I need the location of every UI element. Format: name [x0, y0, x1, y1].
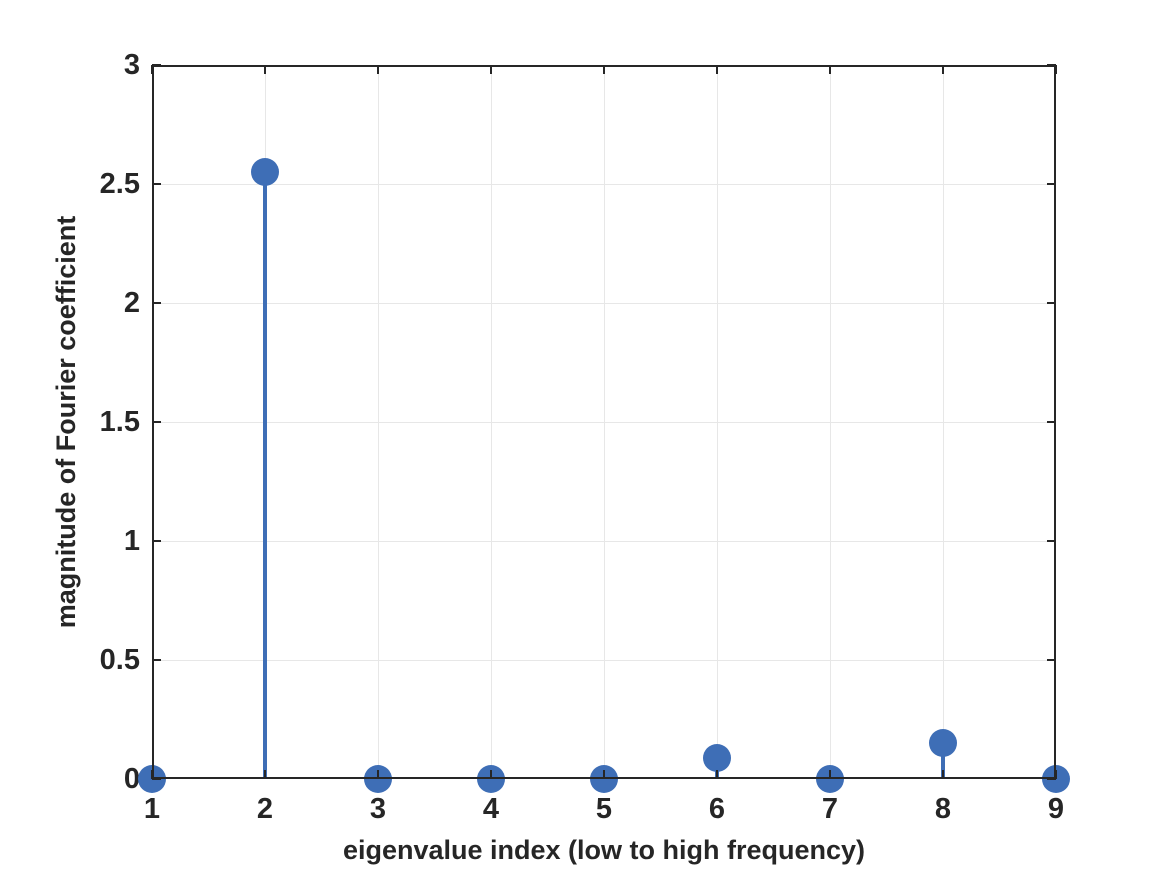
stem-marker — [364, 765, 392, 793]
x-tick-label: 3 — [369, 793, 387, 825]
y-tick-mark-right — [1047, 302, 1056, 304]
x-tick-mark-top — [490, 65, 492, 74]
horizontal-gridline — [152, 183, 1056, 185]
horizontal-gridline — [152, 421, 1056, 423]
x-tick-label: 4 — [482, 793, 500, 825]
stem-marker — [251, 158, 279, 187]
x-tick-mark-bottom — [264, 770, 266, 779]
horizontal-gridline — [152, 302, 1056, 304]
stem-marker — [816, 765, 844, 793]
stem-marker — [703, 743, 731, 772]
x-tick-mark-bottom — [377, 770, 379, 779]
y-tick-mark-left — [152, 302, 161, 304]
x-tick-mark-bottom — [716, 770, 718, 779]
plot-area — [138, 64, 1070, 793]
y-tick-mark-right — [1047, 183, 1056, 185]
y-tick-label: 1.5 — [99, 406, 140, 438]
y-tick-label: 2.5 — [99, 168, 140, 200]
x-tick-mark-top — [829, 65, 831, 74]
x-tick-label: 9 — [1047, 793, 1065, 825]
stem-line — [263, 172, 267, 779]
x-tick-mark-bottom — [490, 770, 492, 779]
stem-marker — [590, 765, 618, 793]
x-tick-label: 7 — [821, 793, 839, 825]
y-tick-label: 3 — [123, 49, 140, 81]
x-tick-mark-bottom — [829, 770, 831, 779]
y-tick-mark-left — [152, 778, 161, 780]
x-tick-mark-bottom — [942, 770, 944, 779]
stem-marker — [1042, 765, 1070, 793]
x-tick-mark-top — [716, 65, 718, 74]
x-tick-mark-top — [264, 65, 266, 74]
y-tick-mark-right — [1047, 540, 1056, 542]
x-tick-mark-top — [377, 65, 379, 74]
stem-line — [941, 743, 945, 779]
stem-marker — [929, 729, 957, 758]
x-axis-label: eigenvalue index (low to high frequency) — [342, 835, 866, 865]
x-tick-mark-bottom — [1055, 770, 1057, 779]
x-tick-mark-bottom — [603, 770, 605, 779]
y-tick-label: 0.5 — [99, 644, 140, 676]
horizontal-gridline — [152, 659, 1056, 661]
x-tick-mark-top — [603, 65, 605, 74]
x-tick-label: 1 — [143, 793, 161, 825]
x-tick-mark-top — [1055, 65, 1057, 74]
y-tick-label: 1 — [123, 525, 140, 557]
y-tick-mark-right — [1047, 64, 1056, 66]
horizontal-gridline — [152, 540, 1056, 542]
y-tick-mark-right — [1047, 778, 1056, 780]
y-tick-mark-left — [152, 540, 161, 542]
y-tick-mark-left — [152, 183, 161, 185]
y-tick-mark-left — [152, 421, 161, 423]
y-tick-mark-right — [1047, 659, 1056, 661]
x-tick-label: 6 — [708, 793, 726, 825]
y-tick-mark-right — [1047, 421, 1056, 423]
x-tick-label: 2 — [256, 793, 274, 825]
y-tick-mark-left — [152, 659, 161, 661]
stem-marker — [477, 765, 505, 793]
x-tick-label: 8 — [934, 793, 952, 825]
y-tick-label: 0 — [123, 763, 140, 795]
x-tick-mark-top — [942, 65, 944, 74]
y-tick-label: 2 — [123, 287, 140, 319]
x-tick-mark-top — [151, 65, 153, 74]
y-tick-mark-left — [152, 64, 161, 66]
x-tick-label: 5 — [595, 793, 613, 825]
